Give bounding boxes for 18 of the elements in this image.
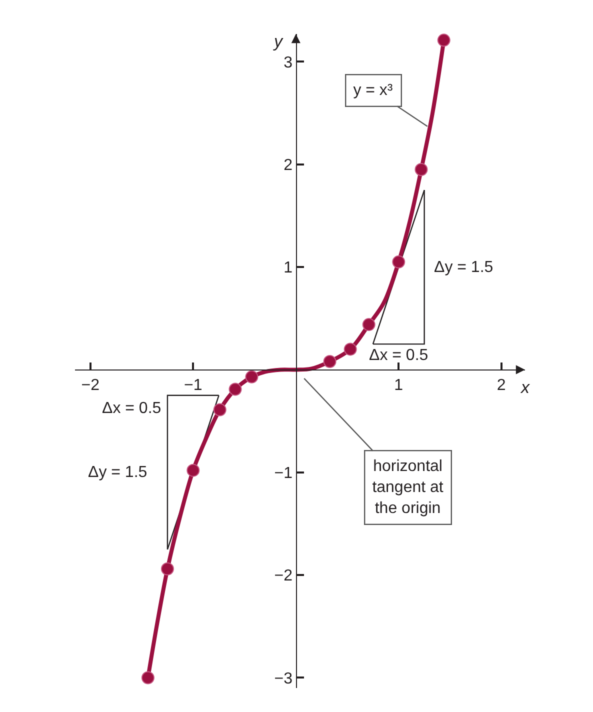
y-tick-label: −2 bbox=[274, 568, 293, 585]
annotation: Δy = 1.5 bbox=[434, 259, 494, 276]
x-tick-label: −2 bbox=[81, 377, 100, 394]
annotation: Δx = 0.5 bbox=[102, 400, 162, 417]
annotation: horizontal tangent at the origin bbox=[372, 458, 444, 517]
y-tick-label: −3 bbox=[274, 670, 293, 688]
y-tick-label: −1 bbox=[274, 465, 293, 482]
x-tick-label: −1 bbox=[184, 377, 202, 394]
annotation: y = x³ bbox=[353, 82, 394, 100]
y-tick-label: 2 bbox=[284, 156, 293, 174]
x-tick-label: 2 bbox=[496, 377, 506, 394]
y-tick-label: 1 bbox=[284, 260, 293, 277]
y-tick-label: 3 bbox=[284, 54, 293, 72]
x-axis-title: x bbox=[520, 378, 530, 397]
x-tick-label: 1 bbox=[394, 377, 404, 394]
annotation: Δy = 1.5 bbox=[88, 464, 148, 481]
annotation: Δx = 0.5 bbox=[369, 347, 428, 364]
y-axis-title: y bbox=[273, 32, 284, 51]
